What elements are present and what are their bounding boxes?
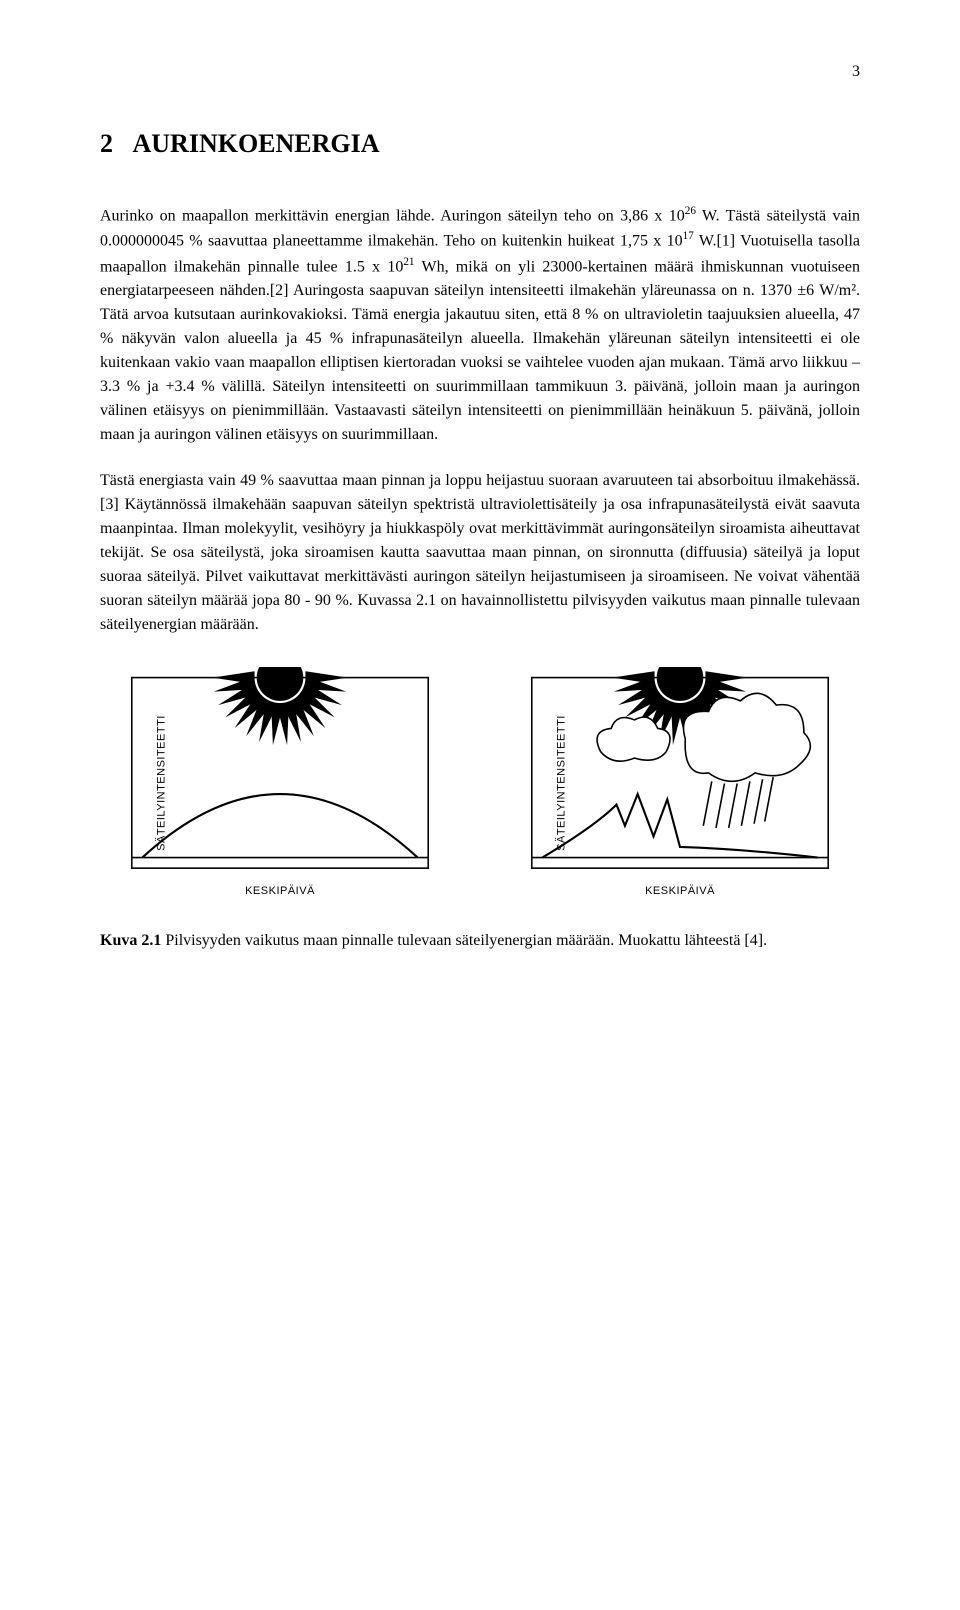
paragraph-2: Tästä energiasta vain 49 % saavuttaa maa… [100, 469, 860, 637]
figure-row: SÄTEILYINTENSITEETTI KESKIPÄIVÄ SÄTEILYI… [100, 667, 860, 899]
caption-text: Pilvisyyden vaikutus maan pinnalle tulev… [161, 932, 767, 949]
page-number: 3 [100, 60, 860, 84]
caption-label: Kuva 2.1 [100, 932, 161, 949]
section-heading: 2 AURINKOENERGIA [100, 124, 860, 163]
p1-exp2: 17 [683, 230, 694, 242]
figure-caption: Kuva 2.1 Pilvisyyden vaikutus maan pinna… [100, 929, 860, 953]
p1-text-a: Aurinko on maapallon merkittävin energia… [100, 207, 685, 224]
heading-number: 2 [100, 129, 113, 158]
fig2-y-axis-label: SÄTEILYINTENSITEETTI [554, 715, 571, 851]
p1-exp3: 21 [403, 256, 414, 268]
fig1-x-axis-label: KESKIPÄIVÄ [100, 883, 460, 900]
fig1-y-axis-label: SÄTEILYINTENSITEETTI [154, 715, 171, 851]
fig2-x-axis-label: KESKIPÄIVÄ [500, 883, 860, 900]
p1-text-d: Wh, mikä on yli 23000-kertainen määrä ih… [100, 258, 860, 443]
paragraph-1: Aurinko on maapallon merkittävin energia… [100, 203, 860, 447]
heading-title: AURINKOENERGIA [133, 129, 380, 158]
p1-exp1: 26 [685, 205, 696, 217]
figure-left: SÄTEILYINTENSITEETTI KESKIPÄIVÄ [100, 667, 460, 899]
figure-right: SÄTEILYINTENSITEETTI KESKIPÄIVÄ [500, 667, 860, 899]
